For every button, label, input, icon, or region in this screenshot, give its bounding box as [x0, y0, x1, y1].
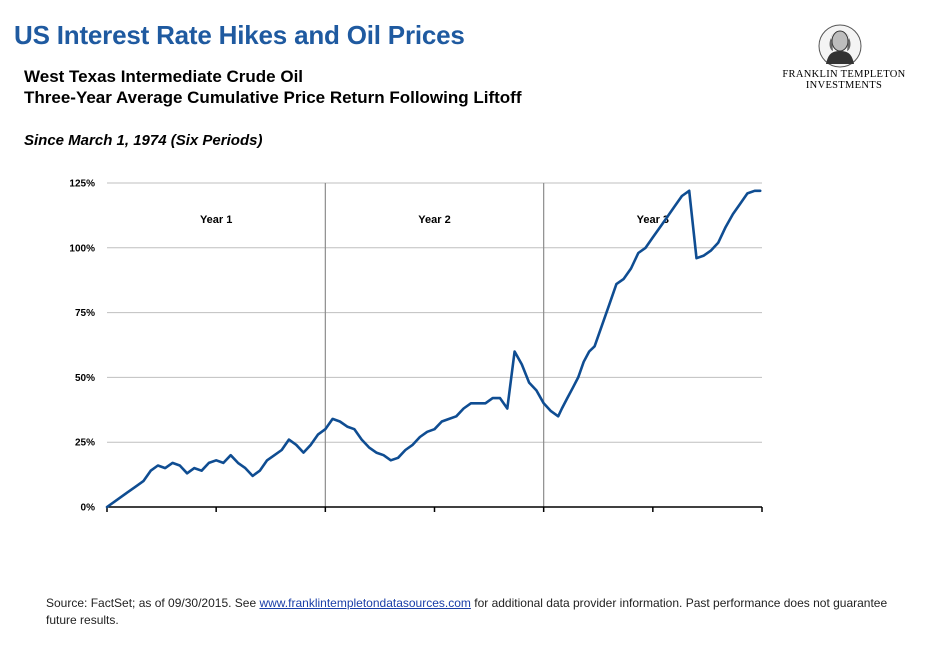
y-tick-label-100: 100%	[69, 243, 95, 254]
year-labels: Year 1 Year 2 Year 3	[200, 214, 669, 226]
x-axis	[106, 506, 763, 512]
y-tick-label-50: 50%	[75, 373, 95, 384]
logo-line-2: INVESTMENTS	[805, 80, 883, 91]
y-tick-label-0: 0%	[81, 503, 96, 514]
year-label-1: Year 1	[200, 214, 232, 226]
series-line-1	[105, 189, 762, 509]
page-title: US Interest Rate Hikes and Oil Prices	[14, 20, 465, 50]
franklin-templeton-logo: FRANKLIN TEMPLETON INVESTMENTS	[770, 24, 918, 94]
y-tick-label-75: 75%	[75, 308, 95, 319]
series-layer	[105, 189, 762, 509]
y-tick-label-25: 25%	[75, 438, 95, 449]
data-sources-link[interactable]: www.franklintempletondatasources.com	[259, 596, 471, 610]
footnote-text-before: Source: FactSet; as of 09/30/2015. See	[46, 596, 260, 610]
y-tick-label-125: 125%	[69, 179, 95, 190]
period-note: Since March 1, 1974 (Six Periods)	[24, 132, 263, 149]
subtitle-line-2: Three-Year Average Cumulative Price Retu…	[24, 88, 522, 107]
line-chart: Year 1 Year 2 Year 3 0% 25% 50% 75% 100% 125%	[69, 179, 763, 514]
subtitle-line-1: West Texas Intermediate Crude Oil	[24, 67, 304, 86]
footnote-text-after: for additional data provider information…	[46, 596, 888, 627]
grid-lines	[107, 182, 762, 443]
logo-line-1: FRANKLIN TEMPLETON	[782, 69, 906, 80]
year-dividers	[324, 183, 545, 507]
y-tick-labels: 0% 25% 50% 75% 100% 125%	[69, 179, 95, 514]
year-label-2: Year 2	[418, 214, 450, 226]
chart-subtitle: West Texas Intermediate Crude Oil Three-…	[24, 66, 522, 108]
franklin-portrait-icon	[818, 24, 862, 68]
year-label-3: Year 3	[637, 214, 669, 226]
source-footnote: Source: FactSet; as of 09/30/2015. See w…	[46, 595, 906, 629]
